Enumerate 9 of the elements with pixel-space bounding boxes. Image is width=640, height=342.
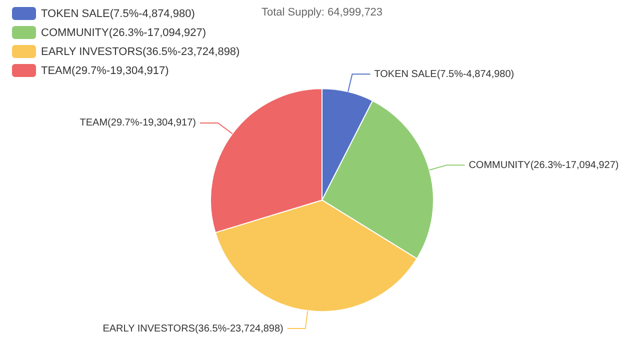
legend-label: EARLY INVESTORS(36.5%-23,724,898) — [41, 46, 240, 58]
legend-label: TEAM(29.7%-19,304,917) — [41, 64, 169, 76]
slice-label: TOKEN SALE(7.5%-4,874,980) — [374, 68, 514, 80]
legend-label: COMMUNITY(26.3%-17,094,927) — [41, 26, 206, 38]
slice-label: COMMUNITY(26.3%-17,094,927) — [468, 160, 619, 171]
legend-label: TOKEN SALE(7.5%-4,874,980) — [41, 8, 195, 20]
slice-label: EARLY INVESTORS(36.5%-23,724,898) — [102, 323, 284, 334]
slice-label: TEAM(29.7%-19,304,917) — [80, 118, 196, 129]
chart-title: Total Supply: 64,999,723 — [261, 6, 383, 19]
